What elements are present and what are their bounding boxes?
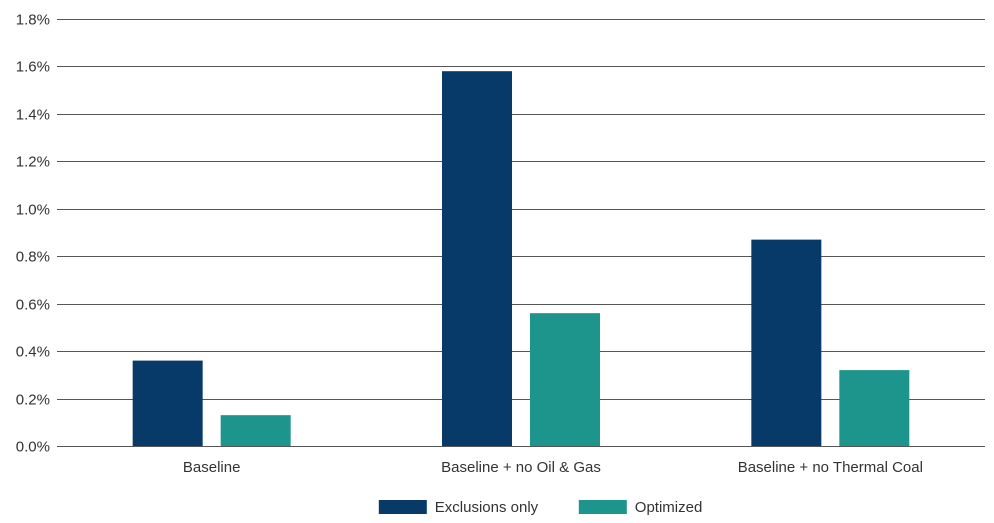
y-tick-label: 1.8% <box>16 12 50 29</box>
bar-exclusions-only-2 <box>751 239 822 446</box>
y-axis-ticks: 0.0% 0.2% 0.4% 0.6% 0.8% 1.0% 1.2% 1.4% 1.6% 1.8% <box>16 12 50 456</box>
gridlines <box>57 19 985 447</box>
y-tick-label: 1.4% <box>16 107 50 124</box>
legend-label: Optimized <box>635 499 703 516</box>
y-tick-label: 0.2% <box>16 392 50 409</box>
bar-optimized-2 <box>839 370 910 446</box>
bar-optimized-1 <box>530 313 600 446</box>
y-tick-label: 0.0% <box>16 439 50 456</box>
x-category-label: Baseline + no Thermal Coal <box>738 459 923 476</box>
legend-label: Exclusions only <box>435 499 539 516</box>
x-category-label: Baseline + no Oil & Gas <box>441 459 601 476</box>
x-axis-labels: Baseline Baseline + no Oil & Gas Baseline … <box>183 459 923 476</box>
y-tick-label: 1.6% <box>16 59 50 76</box>
bar-exclusions-only-1 <box>442 71 512 446</box>
legend: Exclusions only Optimized <box>378 499 703 516</box>
y-tick-label: 0.8% <box>16 249 50 266</box>
bars <box>132 71 910 446</box>
y-tick-label: 1.2% <box>16 154 50 171</box>
y-tick-label: 1.0% <box>16 202 50 219</box>
legend-swatch <box>578 500 627 514</box>
legend-swatch <box>378 500 427 514</box>
x-category-label: Baseline <box>183 459 241 476</box>
y-tick-label: 0.6% <box>16 297 50 314</box>
bar-exclusions-only-0 <box>132 360 203 446</box>
bar-optimized-0 <box>220 415 291 446</box>
y-tick-label: 0.4% <box>16 344 50 361</box>
legend-item-optimized: Optimized <box>578 499 703 516</box>
legend-item-exclusions-only: Exclusions only <box>378 499 539 516</box>
